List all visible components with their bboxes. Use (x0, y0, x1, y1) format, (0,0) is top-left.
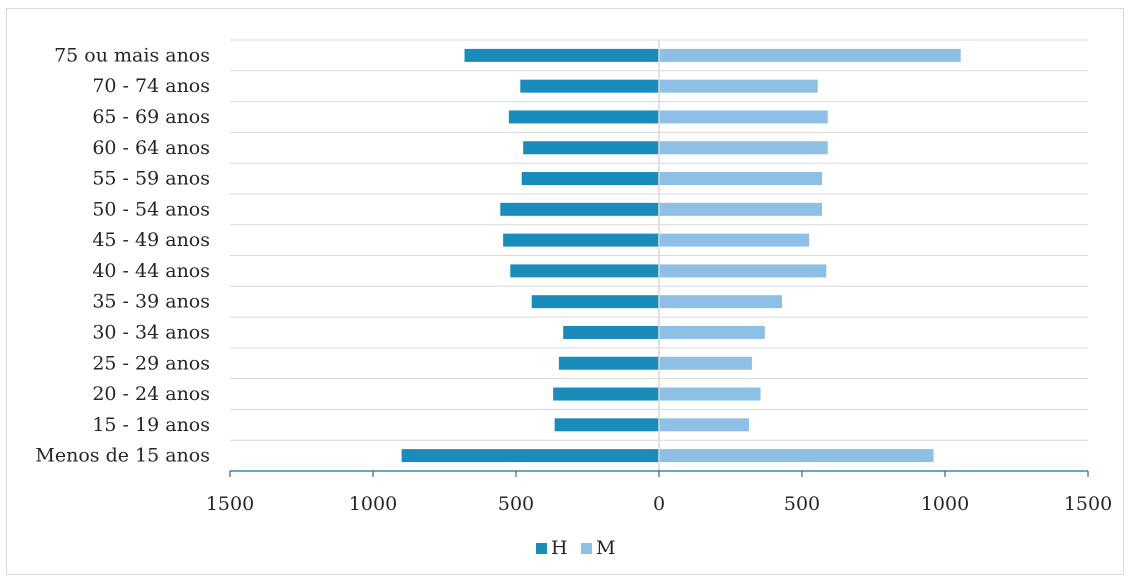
bar-m (659, 48, 961, 62)
category-label: 60 - 64 anos (92, 137, 210, 159)
x-tick-label: 1500 (206, 493, 254, 515)
bar-m (659, 172, 823, 186)
category-label: 15 - 19 anos (92, 414, 210, 436)
bar-m (659, 202, 823, 216)
x-axis: 1500 1000 500 0 500 1000 1500 (206, 40, 1112, 515)
bar-h (503, 233, 659, 247)
bar-h (531, 295, 659, 309)
bar-h (563, 325, 659, 339)
bar-h (508, 110, 659, 124)
x-tick-label: 0 (653, 493, 665, 515)
x-tick-label: 1500 (1064, 493, 1112, 515)
bar-m (659, 264, 827, 278)
bar-m (659, 449, 934, 463)
category-label: 55 - 59 anos (92, 168, 210, 190)
category-label: 35 - 39 anos (92, 291, 210, 313)
bar-m (659, 233, 810, 247)
chart-frame (6, 8, 1124, 575)
bar-h (464, 48, 659, 62)
legend-label-m: M (596, 537, 615, 559)
category-label: 40 - 44 anos (92, 260, 210, 282)
category-labels: Menos de 15 anos 15 - 19 anos 20 - 24 anos… (35, 44, 210, 466)
category-label: 75 ou mais anos (54, 44, 210, 66)
category-label: 45 - 49 anos (92, 229, 210, 251)
bar-h (401, 449, 659, 463)
bar-h (523, 141, 659, 155)
category-label: 25 - 29 anos (92, 352, 210, 374)
bar-m (659, 110, 828, 124)
bar-h (554, 418, 659, 432)
bar-h (500, 202, 659, 216)
bar-h (521, 172, 659, 186)
bar-h (553, 387, 659, 401)
bar-m (659, 418, 750, 432)
category-label: 70 - 74 anos (92, 75, 210, 97)
x-tick-label: 1000 (921, 493, 969, 515)
category-label: 20 - 24 anos (92, 383, 210, 405)
category-label: 30 - 34 anos (92, 321, 210, 343)
bar-h (558, 356, 659, 370)
bars (401, 48, 961, 463)
legend-swatch-h (536, 543, 547, 554)
x-tick-label: 1000 (349, 493, 397, 515)
bar-m (659, 141, 828, 155)
x-tick-label: 500 (498, 493, 534, 515)
legend-swatch-m (581, 543, 592, 554)
bar-h (520, 79, 659, 93)
bar-m (659, 387, 761, 401)
category-label: 65 - 69 anos (92, 106, 210, 128)
bar-m (659, 79, 818, 93)
bar-m (659, 295, 782, 309)
x-tick-label: 500 (784, 493, 820, 515)
bar-h (510, 264, 659, 278)
category-label: 50 - 54 anos (92, 198, 210, 220)
bar-m (659, 325, 765, 339)
legend-label-h: H (551, 537, 568, 559)
category-label: Menos de 15 anos (35, 445, 210, 467)
bar-m (659, 356, 752, 370)
